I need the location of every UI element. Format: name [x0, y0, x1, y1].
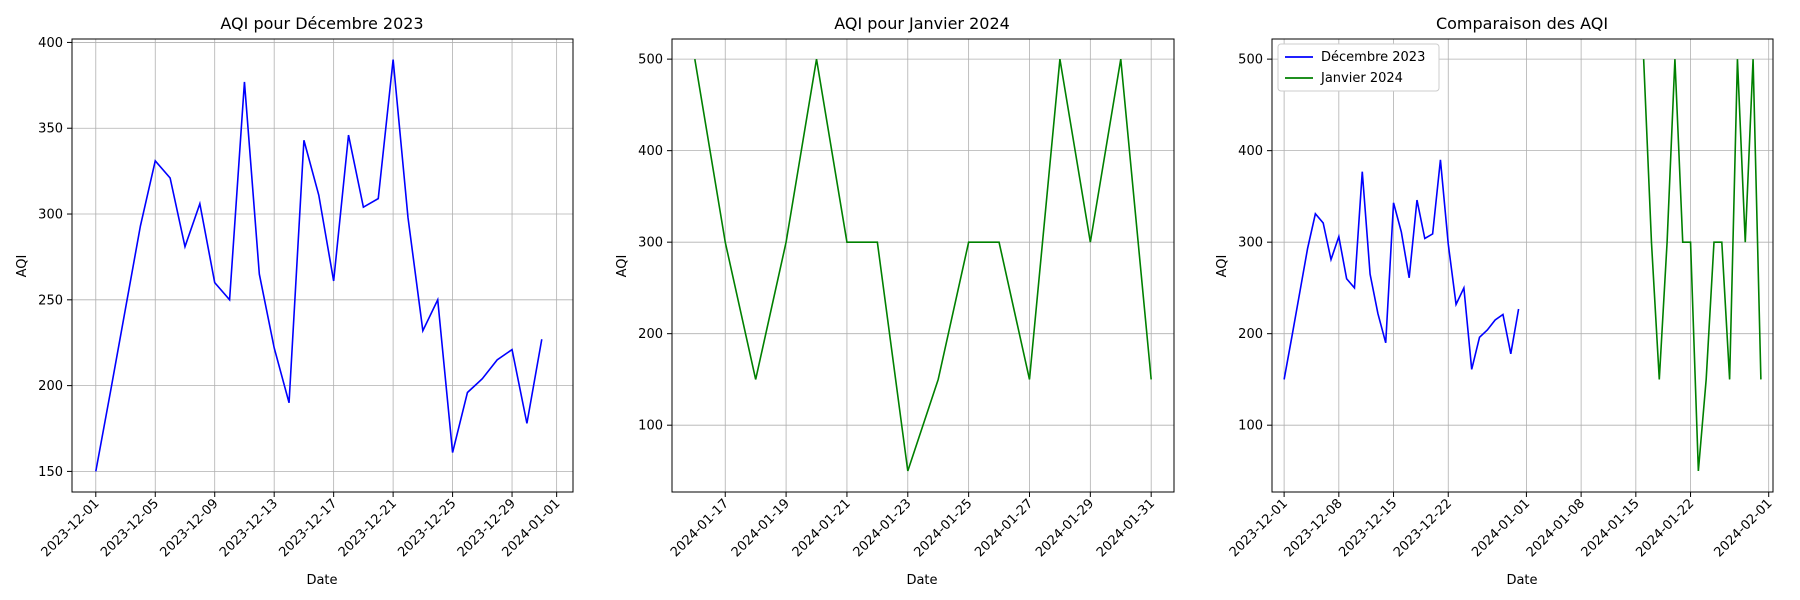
x-tick-label: 2024-01-25	[911, 496, 975, 560]
chart-december-grid	[72, 39, 573, 492]
chart-december: 1502002503003504002023-12-012023-12-0520…	[15, 14, 574, 588]
chart-january-ylabel: AQI	[615, 255, 630, 278]
chart-december-xlabel: Date	[306, 573, 337, 588]
january-series-line	[694, 58, 1152, 472]
x-tick-label: 2024-01-31	[1094, 496, 1158, 560]
y-tick-label: 200	[638, 327, 663, 342]
y-tick-label: 400	[1238, 144, 1263, 159]
x-tick-label: 2023-12-17	[276, 496, 340, 560]
x-tick-label: 2024-01-21	[790, 496, 854, 560]
comparison-january-line	[1642, 59, 1762, 472]
legend-box	[1277, 43, 1440, 92]
chart-december-ylabel: AQI	[15, 255, 30, 278]
chart-december-ticks: 1502002503003504002023-12-012023-12-0520…	[38, 36, 563, 560]
y-tick-label: 500	[1238, 53, 1263, 68]
chart-comparison: 1002003004005002023-12-012023-12-082023-…	[1215, 14, 1776, 588]
x-tick-label: 2023-12-25	[395, 496, 459, 560]
chart-january: 1002003004005002024-01-172024-01-192024-…	[615, 14, 1175, 588]
x-tick-label: 2023-12-01	[39, 496, 103, 560]
x-tick-label: 2023-12-22	[1391, 496, 1455, 560]
y-tick-label: 300	[638, 236, 663, 251]
legend-label-december: Décembre 2023	[1321, 50, 1425, 65]
y-tick-label: 500	[638, 53, 663, 68]
x-tick-label: 2024-02-01	[1711, 496, 1775, 560]
chart-december-frame	[71, 38, 574, 493]
y-tick-label: 350	[38, 122, 63, 137]
x-tick-label: 2023-12-21	[336, 496, 400, 560]
x-tick-label: 2024-01-27	[972, 496, 1036, 560]
y-tick-label: 200	[38, 379, 63, 394]
chart-january-title: AQI pour Janvier 2024	[834, 14, 1010, 33]
x-tick-label: 2023-12-13	[217, 496, 281, 560]
x-tick-label: 2024-01-23	[851, 496, 915, 560]
chart-comparison-grid	[1272, 39, 1773, 492]
y-tick-label: 100	[638, 419, 663, 434]
y-tick-label: 250	[38, 293, 63, 308]
y-tick-label: 300	[1238, 236, 1263, 251]
x-tick-label: 2024-01-29	[1033, 496, 1097, 560]
chart-december-title: AQI pour Décembre 2023	[220, 14, 423, 33]
y-tick-label: 400	[638, 144, 663, 159]
chart-comparison-xlabel: Date	[1506, 573, 1537, 588]
december-series-line	[95, 59, 543, 472]
x-tick-label: 2024-01-17	[668, 496, 732, 560]
chart-comparison-ylabel: AQI	[1215, 255, 1230, 278]
chart-january-xlabel: Date	[906, 573, 937, 588]
y-tick-label: 200	[1238, 327, 1263, 342]
y-tick-label: 300	[38, 208, 63, 223]
y-tick-label: 150	[38, 465, 63, 480]
legend-label-january: Janvier 2024	[1320, 71, 1403, 86]
chart-january-ticks: 1002003004005002024-01-172024-01-192024-…	[638, 53, 1158, 561]
x-tick-label: 2024-01-19	[729, 496, 793, 560]
y-tick-label: 400	[38, 36, 63, 51]
chart-comparison-frame	[1271, 38, 1774, 493]
legend: Décembre 2023 Janvier 2024	[1277, 43, 1440, 92]
x-tick-label: 2023-12-09	[158, 496, 222, 560]
x-tick-label: 2023-12-05	[98, 496, 162, 560]
y-tick-label: 100	[1238, 419, 1263, 434]
chart-comparison-title: Comparaison des AQI	[1436, 14, 1608, 33]
x-tick-label: 2024-01-22	[1633, 496, 1697, 560]
comparison-december-line	[1283, 159, 1520, 380]
chart-january-frame	[671, 38, 1175, 493]
